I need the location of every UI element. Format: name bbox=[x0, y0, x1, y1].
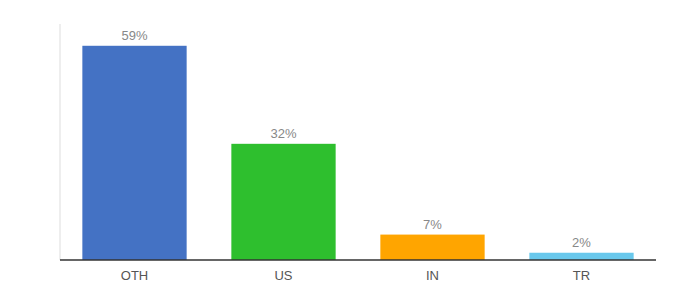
y-axis-line bbox=[60, 24, 61, 260]
x-axis-line bbox=[60, 259, 656, 261]
chart: OTH US IN TR 59% 32% 7% 2% bbox=[0, 0, 680, 300]
bar bbox=[529, 253, 633, 260]
x-tick-label: US bbox=[274, 268, 292, 283]
x-tick-label: TR bbox=[573, 268, 590, 283]
chart-container: OTH US IN TR 59% 32% 7% 2% bbox=[0, 0, 680, 300]
bar bbox=[231, 144, 335, 260]
data-label: 32% bbox=[270, 126, 296, 141]
bar bbox=[82, 46, 186, 260]
data-label: 2% bbox=[572, 235, 591, 250]
x-tick-label: IN bbox=[426, 268, 439, 283]
data-label: 59% bbox=[121, 28, 147, 43]
data-label: 7% bbox=[423, 217, 442, 232]
bar bbox=[380, 235, 484, 260]
x-tick-label: OTH bbox=[121, 268, 148, 283]
bars bbox=[82, 46, 633, 260]
